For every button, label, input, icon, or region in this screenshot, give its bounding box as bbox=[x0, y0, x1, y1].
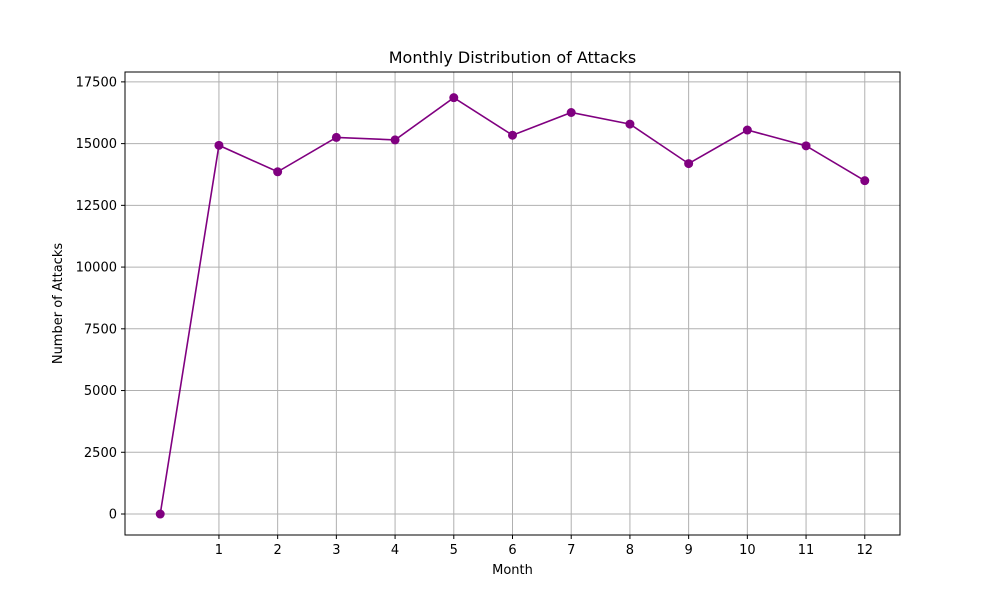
x-tick-label: 11 bbox=[798, 543, 815, 558]
y-tick-label: 10000 bbox=[76, 261, 117, 276]
x-tick-label: 6 bbox=[508, 543, 516, 558]
y-tick-label: 0 bbox=[109, 508, 117, 523]
data-point bbox=[331, 132, 341, 142]
y-tick-label: 7500 bbox=[84, 322, 117, 337]
data-point bbox=[625, 119, 635, 129]
x-tick-label: 12 bbox=[856, 543, 873, 558]
grid bbox=[125, 72, 900, 535]
data-point bbox=[155, 509, 165, 519]
y-axis-label: Number of Attacks bbox=[51, 243, 66, 365]
x-tick-label: 4 bbox=[391, 543, 399, 558]
data-point bbox=[273, 167, 283, 177]
data-point bbox=[566, 107, 576, 117]
y-tick-label: 12500 bbox=[76, 199, 117, 214]
data-point bbox=[684, 159, 694, 169]
data-point bbox=[508, 130, 517, 140]
ticks: 1 2 3 4 5 6 7 8 9 10 11 120250050007500100001250015… bbox=[76, 75, 873, 558]
data-point bbox=[860, 176, 870, 186]
chart-title: Monthly Distribution of Attacks bbox=[389, 48, 637, 67]
x-tick-label: 7 bbox=[567, 543, 575, 558]
x-tick-label: 9 bbox=[684, 543, 692, 558]
series-layer bbox=[155, 93, 870, 519]
x-tick-label: 2 bbox=[274, 543, 282, 558]
x-tick-label: 5 bbox=[450, 543, 458, 558]
y-tick-label: 17500 bbox=[76, 75, 117, 90]
data-point bbox=[801, 141, 811, 151]
data-point bbox=[449, 93, 459, 103]
data-point bbox=[214, 140, 224, 150]
data-point bbox=[742, 125, 752, 135]
y-tick-label: 5000 bbox=[84, 384, 117, 399]
x-tick-label: 8 bbox=[626, 543, 634, 558]
x-tick-label: 10 bbox=[739, 543, 756, 558]
data-point bbox=[390, 135, 400, 145]
x-axis-label: Month bbox=[492, 563, 533, 578]
x-tick-label: 1 bbox=[215, 543, 223, 558]
y-tick-label: 15000 bbox=[76, 137, 117, 152]
y-tick-label: 2500 bbox=[84, 446, 117, 461]
x-tick-label: 3 bbox=[332, 543, 340, 558]
